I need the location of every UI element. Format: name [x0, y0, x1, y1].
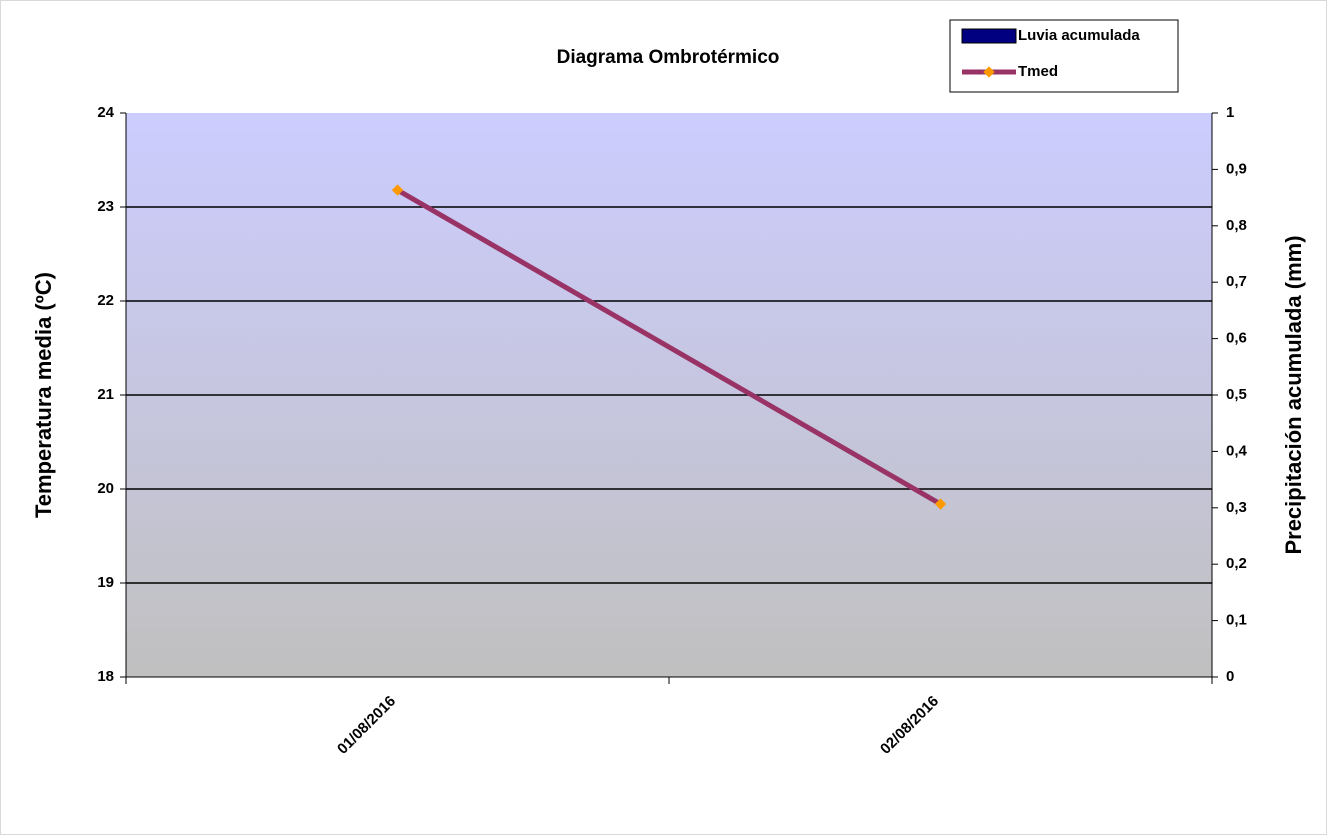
- y2-tick-label: 0,4: [1226, 442, 1248, 459]
- y-axis-title: Temperatura media (ºC): [31, 272, 56, 518]
- y-tick-label: 23: [97, 198, 114, 215]
- y2-tick-label: 0,6: [1226, 330, 1247, 347]
- legend-swatch: [961, 28, 1017, 44]
- y-tick-label: 21: [97, 386, 114, 403]
- y-tick-label: 20: [97, 480, 114, 497]
- y2-tick-label: 0,8: [1226, 217, 1247, 234]
- y-tick-label: 19: [97, 574, 114, 591]
- legend-label: Tmed: [1018, 63, 1058, 80]
- y-tick-label: 22: [97, 292, 114, 309]
- y2-axis-title: Precipitación acumulada (mm): [1281, 235, 1306, 554]
- y2-tick-label: 0,3: [1226, 499, 1247, 516]
- y2-tick-label: 0,9: [1226, 160, 1247, 177]
- y2-tick-label: 0,1: [1226, 612, 1247, 629]
- legend-label: Luvia acumulada: [1018, 27, 1140, 44]
- y2-tick-label: 0,2: [1226, 555, 1247, 572]
- y2-tick-label: 0,7: [1226, 273, 1247, 290]
- y2-tick-label: 1: [1226, 104, 1234, 121]
- y-tick-label: 24: [97, 104, 114, 121]
- marker: [934, 498, 947, 510]
- y-tick-label: 18: [97, 668, 114, 685]
- chart-title: Diagrama Ombrotérmico: [557, 47, 780, 68]
- y2-tick-label: 0,5: [1226, 386, 1247, 403]
- line: [396, 187, 942, 507]
- y2-tick-label: 0: [1226, 668, 1234, 685]
- legend: [949, 19, 1179, 93]
- marker: [391, 184, 404, 196]
